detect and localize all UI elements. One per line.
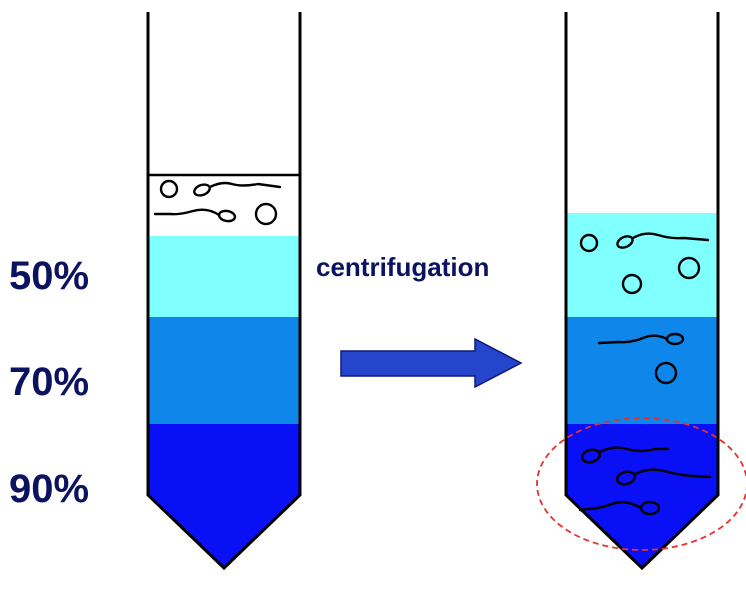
arrow-label: centrifugation — [316, 252, 489, 282]
sperm — [578, 500, 661, 516]
label-90-percent: 90% — [9, 467, 89, 511]
cell — [579, 233, 599, 253]
cell — [159, 179, 179, 199]
layer-70-before — [148, 317, 300, 424]
cell — [677, 256, 701, 280]
cell — [621, 273, 643, 295]
layer-50-before — [148, 236, 300, 317]
tube-wall-after — [564, 12, 720, 571]
label-50-percent: 50% — [9, 254, 89, 298]
sperm — [153, 208, 237, 223]
tube-before — [146, 12, 302, 571]
tube-wall-before — [146, 12, 302, 571]
layer-70-after — [566, 317, 718, 424]
layer-90-after — [566, 424, 718, 568]
label-70-percent: 70% — [9, 360, 89, 404]
cell — [254, 202, 278, 226]
arrow-icon — [340, 337, 523, 389]
sperm — [597, 332, 685, 346]
layer-90-before — [148, 424, 300, 568]
sperm — [580, 446, 670, 464]
centrifugation-arrow: centrifugation — [316, 252, 523, 389]
cell — [654, 361, 678, 385]
sperm — [616, 232, 710, 249]
sperm — [193, 181, 282, 197]
tube-after — [536, 12, 746, 571]
layer-50-after — [566, 213, 718, 317]
highlight-ellipse — [536, 417, 746, 551]
sperm — [615, 468, 712, 486]
